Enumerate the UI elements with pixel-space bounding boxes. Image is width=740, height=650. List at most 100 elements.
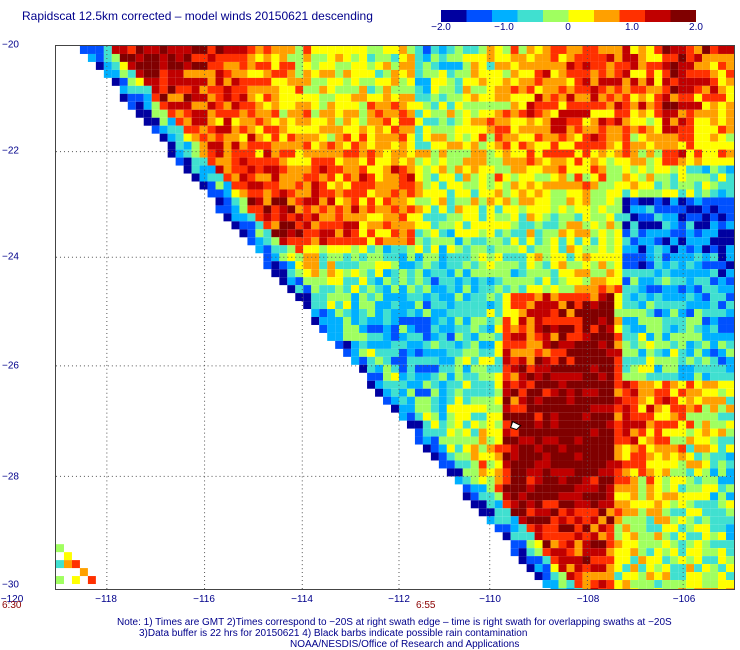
swath-cell [391, 141, 399, 150]
swath-cell [367, 117, 376, 126]
swath-cell [566, 500, 575, 509]
swath-cell [662, 101, 671, 110]
swath-cell [606, 165, 615, 174]
swath-cell [726, 540, 734, 549]
swath-cell [638, 117, 647, 126]
swath-cell [646, 388, 655, 397]
swath-cell [646, 372, 655, 381]
swath-cell [606, 524, 615, 533]
swath-cell [494, 245, 503, 254]
swath-cell [574, 189, 583, 198]
swath-cell [662, 117, 671, 126]
swath-cell [319, 301, 328, 310]
swath-cell [239, 141, 248, 150]
swath-cell [646, 588, 655, 589]
swath-cell [470, 340, 479, 349]
swath-cell [319, 46, 328, 54]
swath-cell [271, 61, 280, 70]
swath-cell [159, 69, 168, 78]
swath-cell [654, 61, 663, 70]
swath-cell [566, 540, 575, 549]
swath-cell [670, 492, 679, 501]
swath-cell [670, 141, 679, 150]
swath-cell [119, 46, 128, 54]
swath-cell [486, 436, 495, 445]
swath-cell [335, 165, 344, 174]
swath-cell [510, 46, 519, 54]
swath-cell [654, 556, 663, 565]
swath-cell [566, 372, 575, 381]
swath-cell [279, 157, 288, 166]
swath-cell [710, 372, 719, 381]
swath-cell [534, 173, 543, 182]
swath-cell [582, 277, 591, 286]
swath-cell [359, 46, 368, 54]
swath-cell [367, 261, 376, 270]
swath-cell [343, 277, 352, 286]
swath-cell [574, 436, 583, 445]
swath-cell [351, 157, 360, 166]
swath-cell [438, 149, 447, 158]
swath-cell [351, 85, 360, 94]
swath-cell [263, 229, 272, 238]
swath-cell [247, 229, 256, 238]
swath-cell [574, 444, 583, 453]
swath-cell [367, 269, 376, 278]
swath-cell [686, 588, 695, 589]
swath-cell [71, 560, 80, 569]
swath-cell [271, 53, 280, 62]
swath-cell [654, 492, 663, 501]
swath-cell [662, 293, 671, 302]
swath-cell [406, 364, 415, 373]
swath-cell [494, 309, 503, 318]
swath-cell [510, 516, 519, 525]
swath-cell [351, 332, 360, 341]
swath-cell [550, 53, 559, 62]
swath-cell [263, 133, 272, 142]
swath-cell [486, 229, 495, 238]
swath-cell [119, 77, 128, 86]
swath-cell [534, 261, 543, 270]
swath-cell [614, 117, 623, 126]
swath-cell [414, 109, 423, 118]
swath-cell [582, 157, 591, 166]
swath-cell [526, 53, 535, 62]
swath-cell [630, 93, 639, 102]
swath-cell [670, 468, 679, 477]
swath-cell [550, 125, 559, 134]
swath-cell [638, 61, 647, 70]
swath-cell [590, 117, 599, 126]
swath-cell [526, 157, 535, 166]
swath-cell [558, 165, 567, 174]
swath-cell [542, 293, 551, 302]
swath-cell [335, 229, 344, 238]
swath-cell [279, 277, 288, 286]
swath-cell [582, 500, 591, 509]
swath-cell [327, 141, 336, 150]
swath-cell [271, 245, 280, 254]
swath-cell [614, 261, 623, 270]
swath-cell [670, 293, 679, 302]
swath-cell [343, 340, 352, 349]
swath-cell [414, 364, 423, 373]
swath-cell [486, 340, 495, 349]
swath-cell [590, 261, 599, 270]
swath-cell [87, 46, 96, 54]
swath-cell [726, 269, 734, 278]
swath-cell [231, 109, 240, 118]
swath-cell [454, 229, 463, 238]
swath-cell [630, 436, 639, 445]
swath-cell [351, 93, 360, 102]
swath-cell [694, 125, 703, 134]
swath-cell [646, 109, 655, 118]
swath-cell [582, 237, 591, 246]
swath-cell [414, 245, 423, 254]
swath-cell [494, 340, 503, 349]
swath-cell [686, 500, 695, 509]
swath-cell [494, 85, 503, 94]
swath-cell [271, 261, 280, 270]
swath-cell [398, 173, 407, 182]
swath-cell [462, 213, 471, 222]
swath-cell [438, 285, 447, 294]
swath-cell [398, 85, 407, 94]
